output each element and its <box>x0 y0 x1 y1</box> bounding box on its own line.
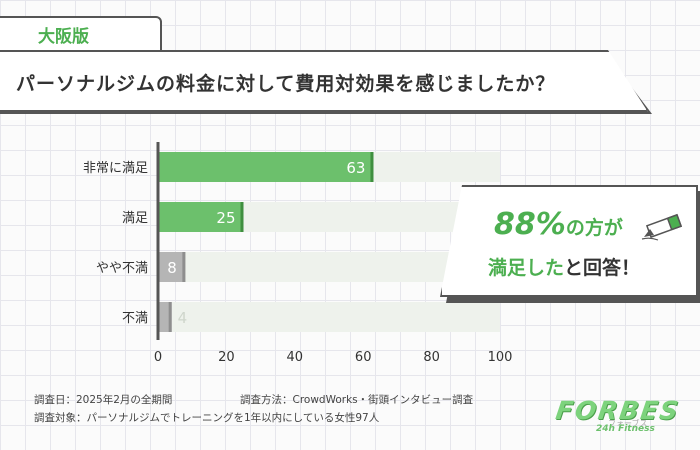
bar <box>158 252 186 282</box>
x-tick-label: 100 <box>488 350 513 365</box>
bar <box>158 202 244 232</box>
x-tick-label: 60 <box>355 350 372 365</box>
chart-title: パーソナルジムの料金に対して費用対効果を感じましたか？ <box>16 73 556 95</box>
title-box: パーソナルジムの料金に対して費用対効果を感じましたか？ <box>0 50 648 112</box>
pencil-icon <box>641 213 683 241</box>
bar-end-cap <box>370 152 374 182</box>
x-tick-label: 40 <box>287 350 304 365</box>
callout-line2-rest: と回答！ <box>564 257 641 279</box>
category-label: 満足 <box>122 211 148 226</box>
bar <box>158 152 374 182</box>
bar-track <box>158 252 500 282</box>
survey-method-note: 調査方法：CrowdWorks・街頭インタビュー調査 <box>240 394 474 406</box>
data-label: 25 <box>216 209 235 227</box>
x-tick-label: 0 <box>154 350 162 365</box>
data-label: 4 <box>178 309 188 327</box>
bar-track <box>158 302 500 332</box>
callout-line1-rest: の方が <box>565 217 623 239</box>
callout-percent: 88% <box>494 207 566 242</box>
callout-line2: 満足したと回答！ <box>488 253 640 280</box>
region-tag: 大阪版 <box>0 16 162 54</box>
data-label: 8 <box>167 259 177 277</box>
callout-line1: 88%の方が <box>494 207 623 242</box>
bar-end-cap <box>182 252 186 282</box>
bar <box>158 302 172 332</box>
survey-target-note: 調査対象：パーソナルジムでトレーニングを1年以内にしている女性97人 <box>34 412 380 424</box>
bar-end-cap <box>240 202 244 232</box>
survey-date-note: 調査日：2025年2月の全期間 <box>34 394 173 406</box>
region-tag-label: 大阪版 <box>38 27 89 47</box>
brand-logo-kana: フォーブス <box>608 419 648 428</box>
callout-highlight: 満足した <box>488 257 565 279</box>
category-label: 不満 <box>122 311 148 326</box>
x-tick-label: 20 <box>218 350 235 365</box>
bar-end-cap <box>168 302 172 332</box>
brand-logo-sub: 24h Fitness <box>596 424 655 434</box>
x-tick-label: 80 <box>423 350 440 365</box>
category-label: 非常に満足 <box>83 161 148 176</box>
data-label: 63 <box>346 159 365 177</box>
result-callout: 88%の方が 満足したと回答！ <box>440 185 698 297</box>
category-label: やや不満 <box>96 261 148 276</box>
